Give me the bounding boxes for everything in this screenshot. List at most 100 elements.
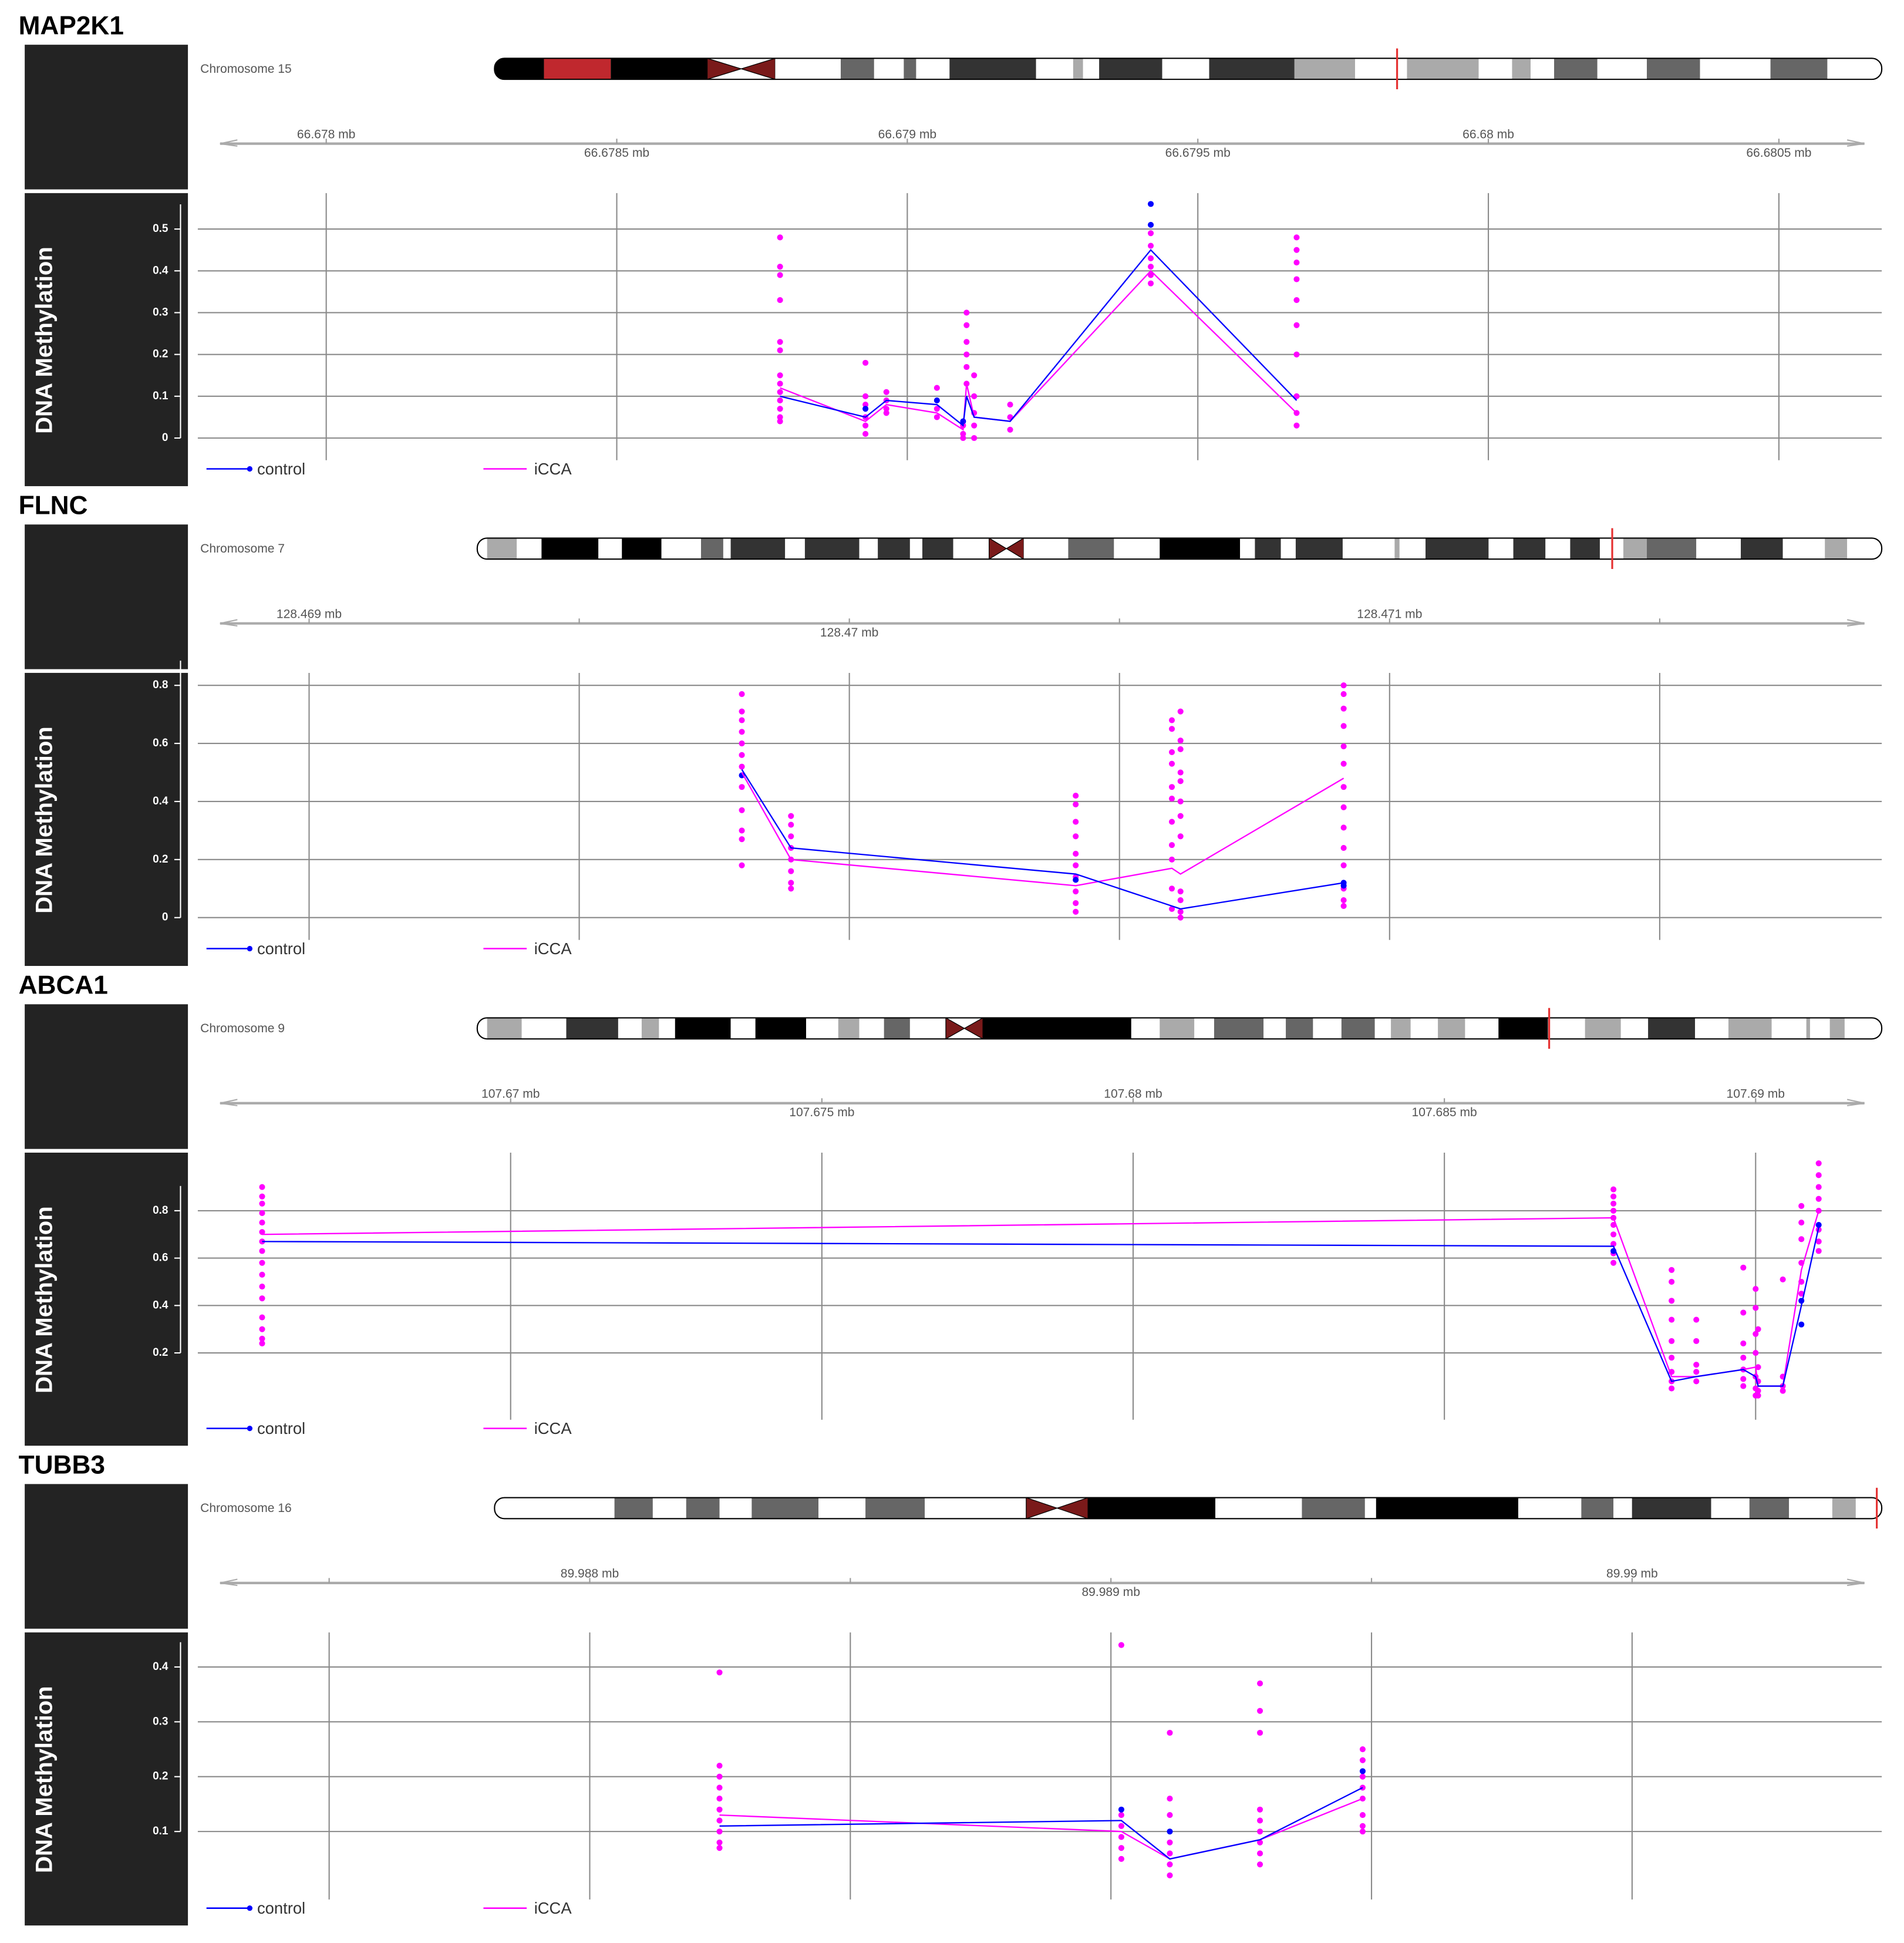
ideogram-band: [1847, 538, 1882, 560]
ideogram-band: [494, 58, 544, 80]
ideogram-band: [1513, 538, 1546, 560]
sample-point: [1798, 1291, 1805, 1297]
sample-point: [1740, 1383, 1747, 1389]
sample-point: [1340, 897, 1347, 904]
ideogram-band: [1554, 58, 1598, 80]
sample-point: [716, 1845, 723, 1851]
ideogram-band: [1209, 58, 1295, 80]
sample-point: [1177, 746, 1184, 753]
ideogram-band: [1498, 1018, 1548, 1039]
sample-point: [862, 406, 869, 412]
sample-point: [1669, 1338, 1675, 1344]
ideogram-band: [1741, 538, 1783, 560]
sample-point: [788, 813, 794, 819]
ideogram-band: [1829, 1018, 1845, 1039]
sample-point: [1177, 769, 1184, 776]
sample-point: [960, 430, 966, 437]
ideogram-band: [1844, 1018, 1882, 1039]
axis-arrow: [220, 1578, 238, 1587]
sample-point: [1257, 1729, 1263, 1736]
sample-point: [1610, 1231, 1617, 1238]
y-tick-label: 0.2: [153, 853, 168, 866]
ideogram-band: [611, 58, 707, 80]
sample-point: [259, 1326, 265, 1332]
ideogram-band: [1782, 538, 1825, 560]
sample-point: [1073, 819, 1079, 825]
sample-point: [1073, 793, 1079, 799]
mean-line: [741, 769, 1344, 910]
sample-point: [1118, 1845, 1124, 1851]
sample-point: [1798, 1321, 1805, 1328]
sample-point: [739, 827, 745, 834]
ideogram-band: [622, 538, 662, 560]
sample-point: [259, 1340, 265, 1346]
sample-point: [716, 1817, 723, 1824]
ideogram-band: [1391, 1018, 1411, 1039]
sample-point: [259, 1184, 265, 1190]
sample-point: [259, 1248, 265, 1254]
ideogram-band: [1597, 58, 1647, 80]
sample-point: [259, 1193, 265, 1200]
sample-point: [1359, 1773, 1366, 1780]
sample-point: [1669, 1385, 1675, 1392]
legend-label: control: [257, 1899, 305, 1917]
ideogram-band: [1240, 538, 1255, 560]
centromere: [989, 538, 1007, 560]
sample-point: [1147, 280, 1154, 287]
sample-point: [1610, 1260, 1617, 1266]
axis-arrow: [220, 1099, 238, 1107]
centromere: [945, 1018, 965, 1039]
centromere: [706, 58, 743, 80]
axis-arrow: [1846, 139, 1865, 147]
ideogram-outline: [476, 1017, 1883, 1040]
sample-point: [963, 322, 970, 328]
ideogram-band: [884, 1018, 910, 1039]
sample-point: [777, 414, 783, 420]
sample-point: [1340, 883, 1347, 889]
ideogram-outline: [494, 1497, 1883, 1520]
ideogram-band: [1302, 1497, 1365, 1519]
sample-point: [1293, 259, 1300, 266]
ideogram-band: [1214, 1018, 1264, 1039]
sample-point: [883, 406, 889, 412]
y-axis-title: DNA Methylation: [31, 726, 57, 914]
sample-point: [1167, 1796, 1173, 1802]
sample-point: [1669, 1278, 1675, 1285]
ideogram-band: [1518, 1497, 1582, 1519]
sample-point: [1815, 1196, 1822, 1202]
y-tick-label: 0.4: [153, 264, 169, 277]
sample-point: [1147, 255, 1154, 261]
y-tick-label: 0.3: [153, 306, 168, 318]
genome-axis-label: 66.6795 mb: [1165, 146, 1231, 160]
sample-point: [716, 1828, 723, 1835]
ideogram-band: [1068, 538, 1114, 560]
sample-point: [259, 1295, 265, 1302]
ideogram-outline: [476, 537, 1883, 560]
legend-label: iCCA: [534, 939, 572, 958]
sample-point: [1167, 1861, 1173, 1868]
sample-point: [1177, 738, 1184, 744]
sample-point: [739, 708, 745, 715]
ideogram-band: [517, 538, 542, 560]
ideogram-band: [1376, 1497, 1518, 1519]
y-tick-label: 0.6: [153, 737, 168, 749]
genome-axis-label: 128.469 mb: [277, 608, 342, 621]
sample-point: [1073, 833, 1079, 840]
ideogram-band: [1789, 1497, 1832, 1519]
sample-point: [1177, 833, 1184, 840]
genome-axis-label: 66.6785 mb: [584, 146, 649, 160]
sample-point: [259, 1200, 265, 1207]
sample-point: [739, 691, 745, 698]
ideogram-band: [1162, 58, 1209, 80]
sample-point: [1815, 1238, 1822, 1245]
sample-point: [1340, 784, 1347, 790]
sample-point: [1340, 804, 1347, 810]
sample-point: [1753, 1349, 1759, 1356]
axis-arrow: [1846, 1578, 1865, 1587]
sample-point: [1118, 1642, 1124, 1648]
sample-point: [1257, 1828, 1263, 1835]
sample-point: [739, 763, 745, 770]
sample-point: [1740, 1355, 1747, 1361]
ideogram-band: [1215, 1497, 1302, 1519]
sample-point: [971, 435, 978, 442]
